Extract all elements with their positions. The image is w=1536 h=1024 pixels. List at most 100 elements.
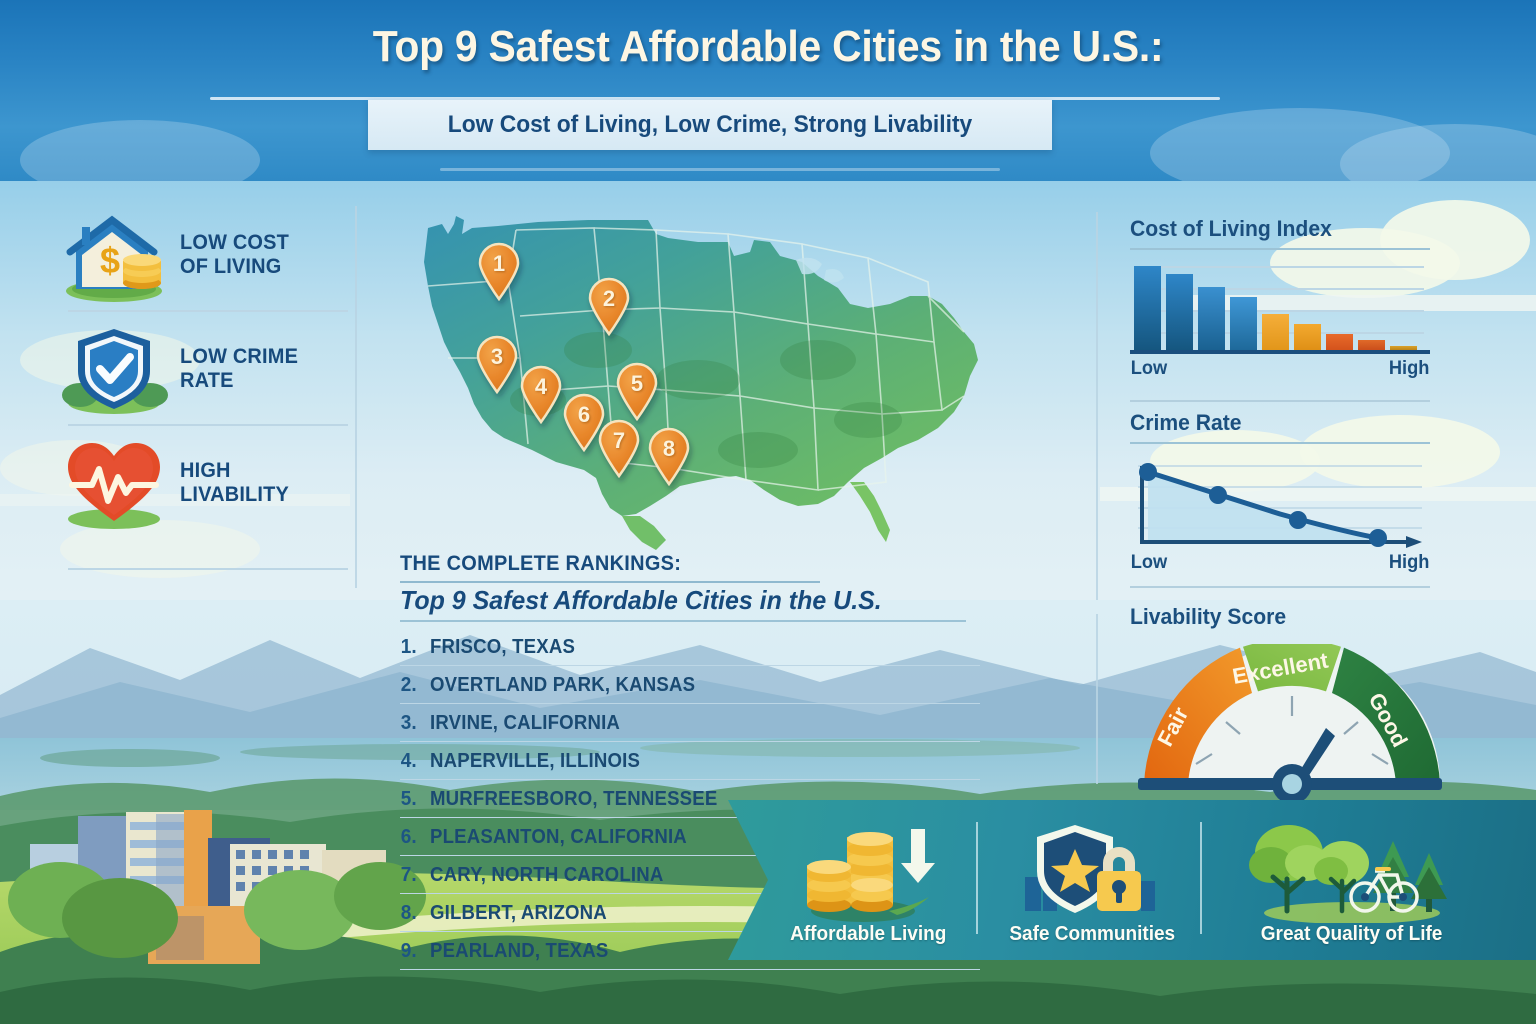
panel-section-divider <box>1130 586 1430 588</box>
header-streak <box>440 168 1000 171</box>
panel-rule <box>1130 442 1430 444</box>
list-item[interactable]: 8. GILBERT, ARIZONA <box>400 894 980 932</box>
map-pin <box>563 393 605 453</box>
row-divider <box>400 930 980 932</box>
bar <box>1326 334 1353 350</box>
united-states-map[interactable]: 1 2 3 4 5 6 7 8 <box>398 200 1008 560</box>
map-pin-number: 1 <box>492 251 506 276</box>
banner-label: Safe Communities <box>1009 923 1175 945</box>
map-pin-number: 8 <box>662 436 676 461</box>
feature-label: LOW CRIME RATE <box>180 345 299 392</box>
title-rule <box>210 97 1220 100</box>
axis-line <box>1130 350 1430 354</box>
list-item[interactable]: 3. IRVINE, CALIFORNIA <box>400 704 980 742</box>
rankings-kicker: THE COMPLETE RANKINGS: <box>400 552 682 575</box>
banner-label: Great Quality of Life <box>1261 923 1443 945</box>
rank-number: 6. <box>400 825 417 848</box>
bar <box>1358 340 1385 350</box>
map-pin <box>476 335 518 395</box>
header-cloud <box>20 120 260 181</box>
map-pin-number: 7 <box>612 428 626 453</box>
rank-number: 2. <box>400 673 417 696</box>
map-pin <box>520 365 562 425</box>
banner-divider <box>976 822 978 934</box>
row-divider <box>400 740 980 742</box>
row-divider <box>400 702 980 704</box>
cost-of-living-bar-chart[interactable] <box>1130 262 1430 354</box>
trees-and-bicycle-icon <box>1247 819 1457 924</box>
list-item[interactable]: 4. NAPERVILLE, ILLINOIS <box>400 742 980 780</box>
banner-label: Affordable Living <box>789 923 947 945</box>
rank-number: 8. <box>400 901 417 924</box>
list-item[interactable]: 7. CARY, NORTH CAROLINA <box>400 856 980 894</box>
axis-label-high: High <box>1388 552 1430 573</box>
banner-item-safe-communities[interactable]: Safe Communities <box>992 800 1192 960</box>
rank-number: 1. <box>400 635 417 658</box>
axis-label-low: Low <box>1130 358 1168 379</box>
sidebar-bottom-divider <box>68 568 348 570</box>
banner-item-great-quality-of-life[interactable]: Great Quality of Life <box>1222 800 1482 960</box>
rankings-kicker-rule <box>400 581 820 583</box>
feature-divider <box>68 310 348 312</box>
panel-cost-of-living: Cost of Living Index Low High <box>1130 216 1460 380</box>
shield-with-star-and-padlock-icon <box>1017 819 1167 923</box>
rank-number: 4. <box>400 749 417 772</box>
header-cloud <box>1150 108 1450 181</box>
bar <box>1294 324 1321 350</box>
left-column-divider <box>355 206 357 588</box>
list-item[interactable]: 9. PEARLAND, TEXAS <box>400 932 980 970</box>
gauge-segment-good <box>1332 647 1440 784</box>
rank-city: CARY, NORTH CAROLINA <box>430 863 664 886</box>
panel-rule <box>1130 248 1430 250</box>
rank-number: 3. <box>400 711 417 734</box>
axis-label-high: High <box>1388 358 1430 379</box>
bar <box>1230 297 1257 350</box>
feature-high-livability[interactable]: HIGH LIVABILITY <box>58 426 348 540</box>
shield-with-check-icon <box>58 321 170 417</box>
rank-number: 5. <box>400 787 417 810</box>
rank-city: MURFREESBORO, TENNESSEE <box>430 787 718 810</box>
row-divider <box>400 854 980 856</box>
list-item[interactable]: 1. FRISCO, TEXAS <box>400 628 980 666</box>
bar <box>1390 346 1417 350</box>
feature-low-crime-rate[interactable]: LOW CRIME RATE <box>58 312 348 426</box>
gauge-segment-fair <box>1144 647 1252 784</box>
banner-divider <box>1200 822 1202 934</box>
panel-livability-score: Livability Score <box>1130 604 1460 804</box>
panel-section-divider <box>1130 400 1430 402</box>
feature-low-cost-of-living[interactable]: $ LOW COST OF LIVING <box>58 198 348 312</box>
heart-with-pulse-icon <box>58 435 170 531</box>
panel-title: Cost of Living Index <box>1130 216 1332 241</box>
rank-city: PEARLAND, TEXAS <box>430 939 609 962</box>
map-pin <box>598 419 640 479</box>
gridline <box>1134 288 1424 290</box>
list-item[interactable]: 6. PLEASANTON, CALIFORNIA <box>400 818 980 856</box>
bar <box>1198 287 1225 350</box>
banner-item-affordable-living[interactable]: Affordable Living <box>768 800 968 960</box>
map-pin-number: 2 <box>602 286 616 311</box>
axis-label-low: Low <box>1130 552 1168 573</box>
subtitle-ribbon: Low Cost of Living, Low Crime, Strong Li… <box>368 100 1052 150</box>
bar <box>1262 314 1289 350</box>
rank-city: NAPERVILLE, ILLINOIS <box>430 749 641 772</box>
list-item[interactable]: 5. MURFREESBORO, TENNESSEE <box>400 780 980 818</box>
rankings-section: THE COMPLETE RANKINGS: Top 9 Safest Affo… <box>400 552 980 970</box>
map-pin-number: 5 <box>630 371 644 396</box>
crime-rate-line-chart[interactable] <box>1130 456 1430 548</box>
panel-title: Livability Score <box>1130 604 1287 629</box>
map-pin <box>478 242 520 302</box>
list-item[interactable]: 2. OVERTLAND PARK, KANSAS <box>400 666 980 704</box>
house-with-dollar-and-coins-icon: $ <box>58 207 170 303</box>
features-sidebar: $ LOW COST OF LIVING <box>58 198 348 540</box>
gridline <box>1134 310 1424 312</box>
map-pin <box>648 427 690 487</box>
bar <box>1134 266 1161 350</box>
right-column-divider <box>1096 212 1098 600</box>
feature-label: LOW COST OF LIVING <box>180 231 290 278</box>
rankings-title-rule <box>400 620 966 622</box>
feature-label: HIGH LIVABILITY <box>180 459 290 506</box>
map-pin-number: 6 <box>577 402 591 427</box>
page-title: Top 9 Safest Affordable Cities in the U.… <box>372 22 1164 71</box>
livability-gauge[interactable]: Fair Excellent Good <box>1130 644 1460 804</box>
rankings-title: Top 9 Safest Affordable Cities in the U.… <box>400 585 882 615</box>
